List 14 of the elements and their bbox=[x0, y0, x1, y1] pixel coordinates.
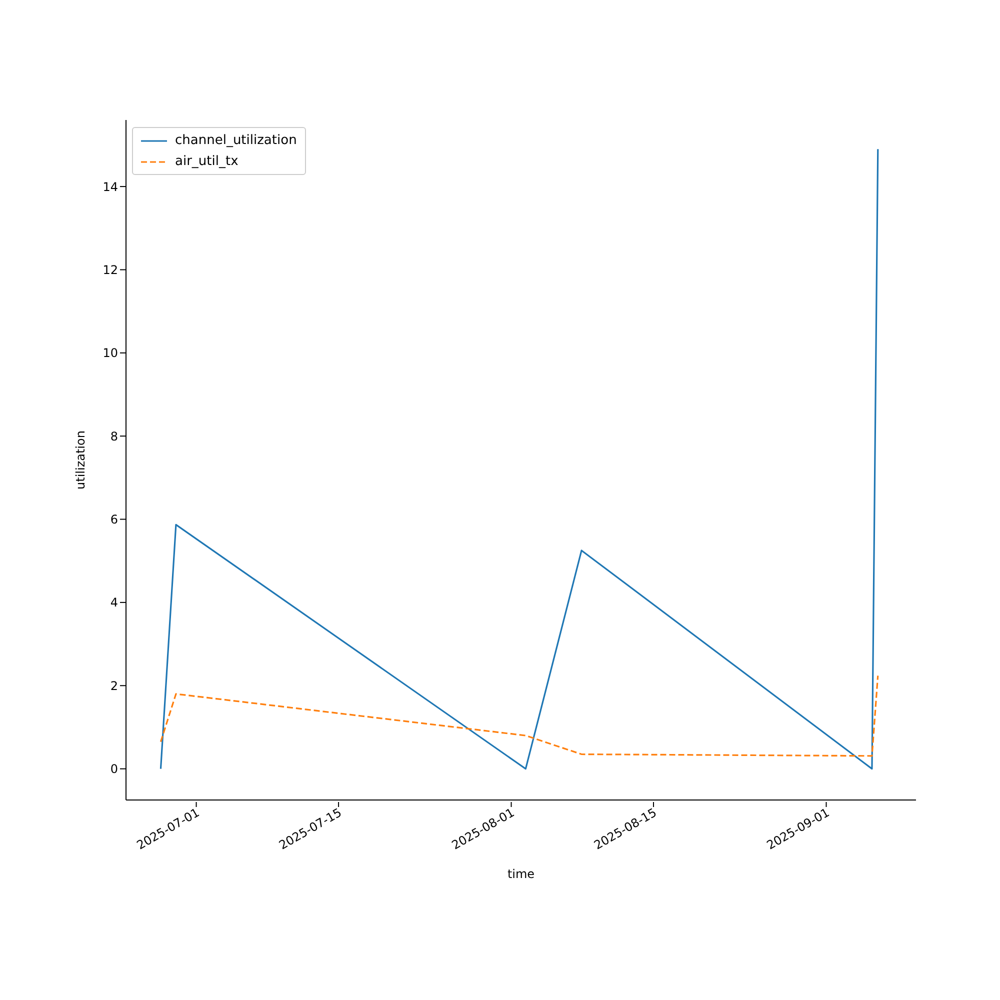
y-tick-label: 2 bbox=[110, 678, 118, 693]
y-tick-label: 6 bbox=[110, 512, 118, 527]
legend-label: channel_utilization bbox=[175, 132, 297, 150]
y-tick-label: 0 bbox=[110, 762, 118, 776]
y-tick-label: 8 bbox=[110, 429, 118, 444]
line-series bbox=[160, 674, 879, 757]
y-tick-label: 10 bbox=[102, 346, 118, 360]
y-tick-label: 4 bbox=[110, 596, 118, 610]
y-axis-title: utilization bbox=[73, 430, 88, 490]
legend-label: air_util_tx bbox=[175, 153, 238, 171]
y-tick-label: 14 bbox=[102, 180, 118, 194]
x-axis-title: time bbox=[507, 867, 535, 881]
y-tick-label: 12 bbox=[102, 262, 118, 277]
line-series bbox=[160, 148, 879, 770]
